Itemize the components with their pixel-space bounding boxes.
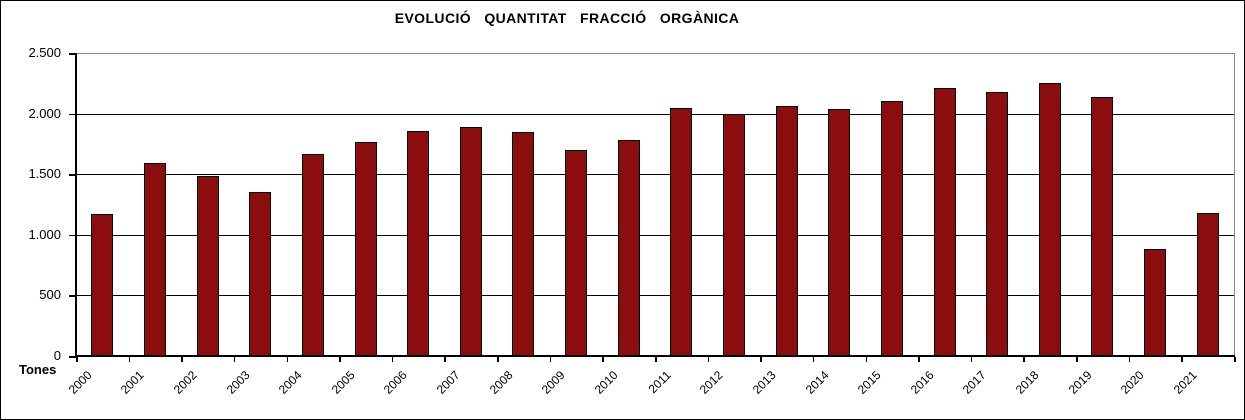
bar-2015 bbox=[880, 101, 903, 356]
x-tick-label: 2021 bbox=[1170, 368, 1200, 397]
x-axis-tick bbox=[497, 357, 499, 362]
y-tick-label: 2.000 bbox=[28, 105, 61, 121]
x-tick-label: 2010 bbox=[591, 368, 621, 397]
bar-2002 bbox=[196, 176, 219, 356]
bar-2001 bbox=[143, 163, 166, 356]
y-axis-line bbox=[75, 53, 77, 358]
gridline bbox=[77, 174, 1234, 176]
x-axis-tick bbox=[918, 357, 920, 362]
y-axis-tick bbox=[69, 174, 76, 176]
y-tick-label: 0 bbox=[53, 348, 61, 363]
y-axis-tick bbox=[69, 295, 76, 297]
bar-2003 bbox=[249, 192, 272, 356]
x-tick-label: 2005 bbox=[328, 368, 358, 397]
bar-2004 bbox=[301, 153, 324, 356]
x-tick-label: 2007 bbox=[433, 368, 463, 397]
chart-title: EVOLUCIÓ QUANTITAT FRACCIÓ ORGÀNICA bbox=[394, 10, 740, 26]
x-axis-tick bbox=[444, 357, 446, 362]
bar-2006 bbox=[407, 131, 430, 356]
bar-2012 bbox=[722, 113, 745, 356]
y-axis-tick bbox=[69, 234, 76, 237]
x-axis-tick bbox=[1234, 357, 1236, 362]
bar-2020 bbox=[1144, 249, 1167, 356]
bar-2011 bbox=[670, 107, 693, 356]
x-tick-label: 2014 bbox=[802, 368, 832, 397]
x-axis-tick bbox=[549, 357, 552, 362]
bar-2010 bbox=[617, 140, 640, 356]
bar-2019 bbox=[1091, 97, 1114, 356]
plot-frame-right bbox=[1234, 53, 1235, 357]
bar-2013 bbox=[775, 105, 798, 356]
x-axis-tick bbox=[76, 357, 78, 362]
y-tick-label: 1.500 bbox=[28, 166, 61, 182]
x-tick-label: 2019 bbox=[1065, 368, 1095, 397]
x-axis-tick bbox=[602, 357, 604, 362]
x-tick-label: 2002 bbox=[170, 368, 200, 397]
x-tick-label: 2012 bbox=[697, 368, 726, 397]
x-axis-tick bbox=[812, 357, 815, 362]
x-tick-label: 2006 bbox=[381, 368, 411, 397]
x-axis-tick bbox=[655, 357, 657, 362]
x-axis-tick bbox=[865, 357, 868, 362]
y-axis-tick bbox=[69, 53, 76, 55]
bar-2008 bbox=[512, 132, 535, 356]
x-axis-tick bbox=[1181, 357, 1183, 362]
y-tick-label: 1.000 bbox=[28, 226, 61, 242]
x-axis-line bbox=[75, 355, 1235, 357]
x-tick-label: 2018 bbox=[1012, 368, 1042, 397]
x-tick-label: 2003 bbox=[223, 368, 253, 397]
x-tick-label: 2004 bbox=[275, 368, 305, 397]
x-axis-tick bbox=[760, 357, 762, 362]
x-axis-tick bbox=[391, 357, 394, 362]
y-axis-tick bbox=[69, 113, 76, 116]
x-axis-tick bbox=[286, 357, 289, 362]
x-axis-tick bbox=[1076, 357, 1078, 362]
bar-2018 bbox=[1038, 83, 1061, 356]
x-axis-tick bbox=[181, 357, 183, 362]
bar-2007 bbox=[459, 126, 482, 356]
bar-2000 bbox=[91, 214, 114, 356]
gridline bbox=[77, 295, 1234, 297]
bar-2005 bbox=[354, 142, 377, 356]
x-tick-label: 2011 bbox=[645, 368, 674, 397]
x-tick-label: 2008 bbox=[486, 368, 516, 397]
x-tick-label: 2020 bbox=[1118, 368, 1147, 397]
bar-2017 bbox=[986, 91, 1009, 356]
x-axis-tick bbox=[233, 357, 236, 362]
y-tick-label: 500 bbox=[39, 287, 61, 303]
x-tick-label: 2000 bbox=[65, 368, 95, 397]
y-axis-unit-label: Tones bbox=[19, 362, 57, 377]
x-axis-tick bbox=[1023, 357, 1025, 362]
gridline bbox=[77, 113, 1234, 115]
x-axis-tick bbox=[128, 357, 131, 362]
bar-2021 bbox=[1196, 212, 1219, 356]
bar-2016 bbox=[933, 88, 956, 356]
gridline bbox=[77, 234, 1234, 236]
x-tick-label: 2015 bbox=[854, 368, 884, 397]
x-tick-label: 2009 bbox=[539, 368, 568, 397]
x-tick-label: 2017 bbox=[960, 368, 990, 397]
x-tick-label: 2013 bbox=[749, 368, 779, 397]
x-tick-label: 2001 bbox=[118, 368, 147, 397]
bar-2009 bbox=[565, 149, 588, 356]
x-axis-tick bbox=[970, 357, 973, 362]
plot-frame-top bbox=[76, 53, 1234, 54]
x-axis-tick bbox=[1128, 357, 1131, 362]
x-axis-tick bbox=[707, 357, 710, 362]
bar-2014 bbox=[828, 108, 851, 356]
y-axis-tick bbox=[69, 356, 76, 358]
y-tick-label: 2.500 bbox=[28, 45, 61, 60]
x-axis-tick bbox=[339, 357, 341, 362]
x-tick-label: 2016 bbox=[907, 368, 937, 397]
